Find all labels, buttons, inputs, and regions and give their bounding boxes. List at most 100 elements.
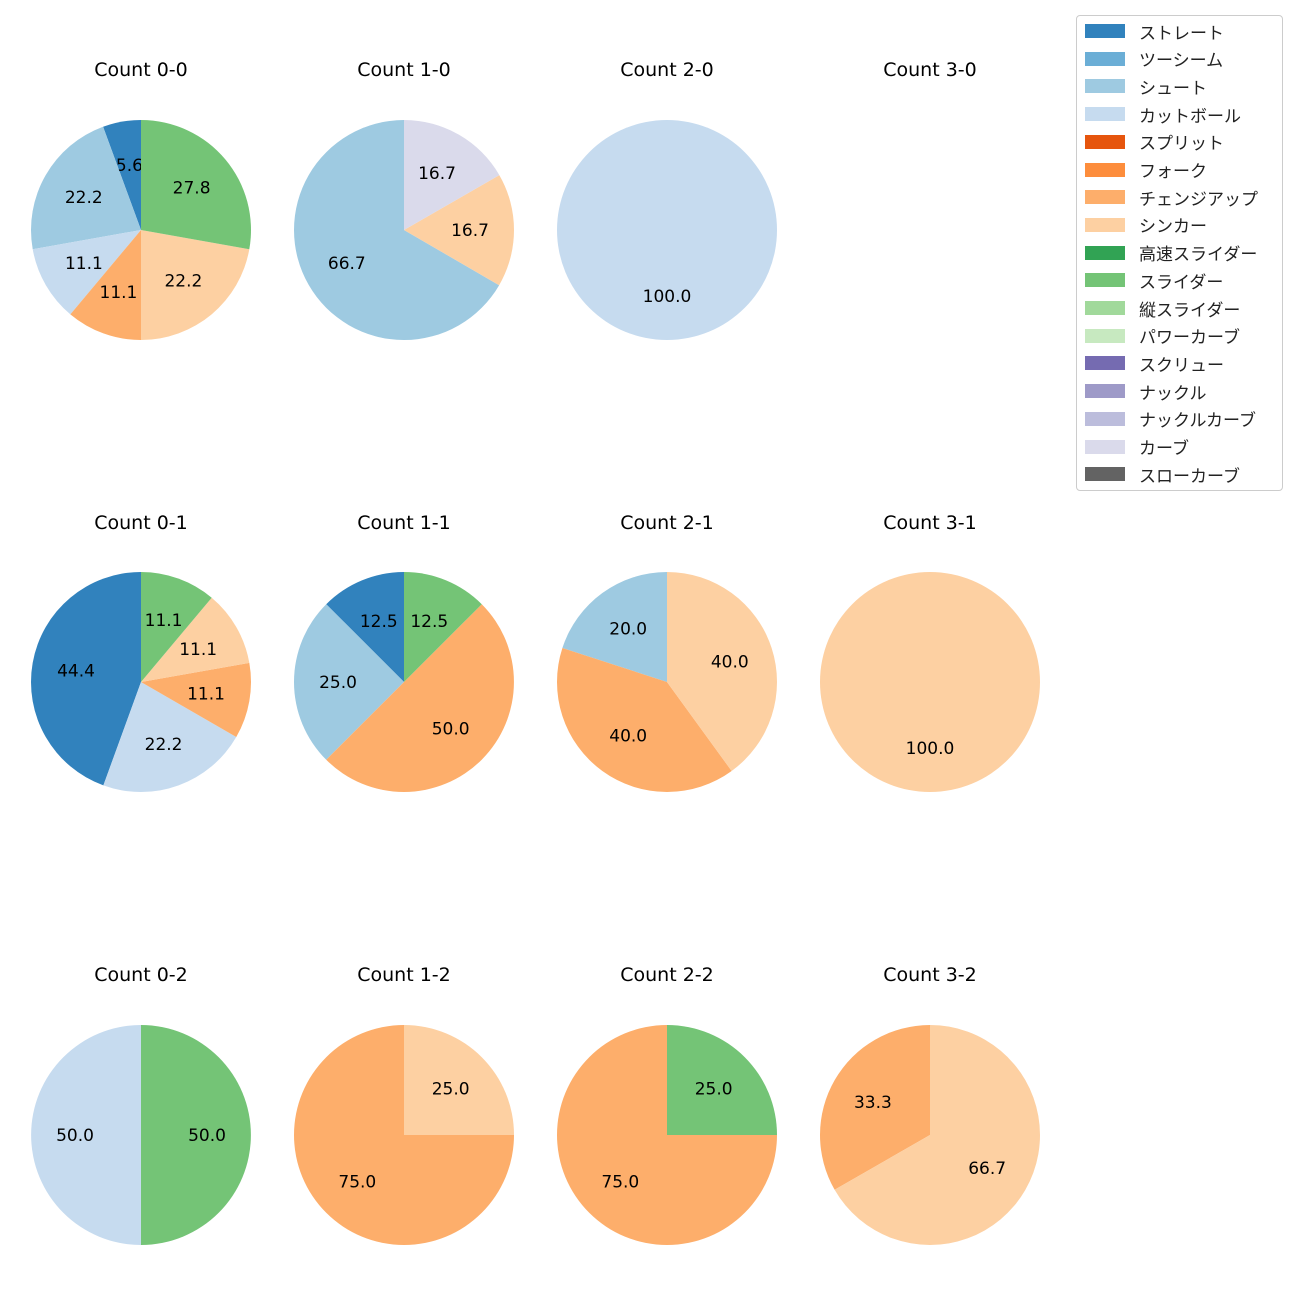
legend-item: カットボール: [1085, 104, 1241, 127]
legend-swatch: [1085, 384, 1125, 399]
legend-label: フォーク: [1139, 162, 1207, 182]
pie-slice: [30, 126, 142, 250]
pie-slice-label: 20.0: [609, 620, 647, 640]
legend-item: チェンジアップ: [1085, 187, 1258, 210]
legend-swatch: [1085, 217, 1125, 232]
pie-slice: [294, 604, 404, 760]
pie-chart: Count 1-1 12.5 25.0 50.0 12.5: [294, 512, 514, 792]
legend-swatch: [1085, 51, 1125, 66]
legend-item: ツーシーム: [1085, 49, 1223, 71]
pie-slice-label: 16.7: [418, 164, 456, 184]
pie-title: Count 0-2: [94, 964, 188, 986]
pie-slice-label: 40.0: [609, 726, 647, 746]
pie-slice-label: 66.7: [328, 254, 366, 274]
pie-slice: [141, 1025, 251, 1245]
pie-title: Count 1-1: [357, 512, 451, 534]
pie-title: Count 0-1: [94, 512, 188, 534]
pie-title: Count 2-1: [620, 512, 714, 534]
pie-slice-label: 75.0: [601, 1173, 639, 1193]
legend-item: ストレート: [1085, 21, 1224, 44]
legend-item: スクリュー: [1085, 353, 1224, 376]
pie-title: Count 2-2: [620, 964, 714, 986]
pie-slice-label: 22.2: [145, 735, 183, 755]
legend-item: パワーカーブ: [1085, 326, 1240, 349]
pie-chart: Count 3-0: [883, 59, 977, 81]
pie-slice: [70, 230, 141, 340]
pie-slice: [819, 1025, 930, 1190]
pie-chart: Count 1-0 66.7 16.7 16.7: [294, 59, 514, 340]
pie-slice-label: 12.5: [360, 612, 398, 632]
pie-slice-label: 25.0: [319, 673, 357, 693]
pie-chart: Count 3-2 33.3 66.7: [819, 964, 1040, 1245]
legend-swatch: [1085, 356, 1125, 371]
pie-chart: Count 2-2 75.0 25.0: [557, 964, 777, 1245]
pie-slice-label: 25.0: [695, 1079, 733, 1099]
legend-label: パワーカーブ: [1139, 328, 1240, 349]
legend-item: ナックルカーブ: [1085, 409, 1256, 432]
pie-title: Count 1-2: [357, 964, 451, 986]
legend-label: スクリュー: [1139, 355, 1224, 376]
legend-swatch: [1085, 328, 1125, 343]
pie-chart: Count 1-2 75.0 25.0: [294, 964, 514, 1245]
pie-slice-label: 11.1: [100, 283, 138, 303]
legend-swatch: [1085, 245, 1125, 260]
pie-slice-label: 50.0: [432, 720, 470, 740]
pie-slice-label: 50.0: [56, 1126, 94, 1146]
pie-title: Count 3-1: [883, 512, 977, 534]
legend-swatch: [1085, 24, 1125, 38]
legend-label: ストレート: [1139, 23, 1224, 44]
legend-item: シュート: [1085, 76, 1207, 99]
legend-item: スローカーブ: [1085, 464, 1240, 487]
pie-slice: [834, 1025, 1040, 1245]
pie-slice: [141, 597, 250, 682]
legend-label: シンカー: [1139, 217, 1207, 238]
legend-swatch: [1085, 134, 1125, 149]
pie-slice: [404, 572, 482, 682]
pie-slice: [557, 120, 777, 340]
pie-slice-label: 5.6: [116, 156, 143, 176]
pie-slice: [404, 120, 500, 230]
pie-slice-label: 11.1: [145, 611, 183, 631]
pie-slice: [141, 662, 251, 737]
pie-title: Count 1-0: [357, 59, 451, 81]
legend-label: カットボール: [1139, 106, 1241, 127]
legend-item: スライダー: [1085, 270, 1223, 293]
legend-label: スローカーブ: [1139, 466, 1240, 487]
pie-slice: [141, 230, 250, 340]
pie-slice-label: 75.0: [338, 1173, 376, 1193]
legend-item: 高速スライダー: [1085, 243, 1257, 265]
pie-slice-label: 12.5: [410, 612, 448, 632]
legend-item: スプリット: [1085, 132, 1224, 155]
legend-label: ナックルカーブ: [1139, 411, 1256, 432]
legend-item: ナックル: [1085, 381, 1207, 404]
pie-slice: [667, 1025, 777, 1135]
legend-swatch: [1085, 273, 1125, 288]
pie-slice: [141, 120, 252, 250]
pie-slice: [326, 572, 404, 682]
pie-slice-label: 11.1: [187, 684, 225, 704]
pie-slice: [326, 604, 514, 792]
legend-label: カーブ: [1139, 439, 1189, 459]
pie-slice: [557, 648, 732, 793]
legend-item: フォーク: [1085, 160, 1207, 182]
pie-slice: [404, 1025, 514, 1135]
pie-slice: [103, 120, 141, 230]
legend-swatch: [1085, 467, 1125, 482]
legend-label: ナックル: [1139, 383, 1207, 404]
pie-slice-label: 11.1: [179, 640, 217, 660]
pie-chart: Count 0-0 5.6 22.2 11.1 11.1 22.2 27.8: [30, 59, 252, 340]
legend-label: チェンジアップ: [1139, 189, 1258, 210]
pie-slice: [141, 572, 212, 682]
legend-swatch: [1085, 107, 1125, 122]
pie-slice-label: 22.2: [65, 188, 103, 208]
pie-slice: [32, 230, 141, 315]
legend-swatch: [1085, 190, 1125, 205]
legend-label: スプリット: [1139, 134, 1224, 155]
legend-swatch: [1085, 301, 1125, 315]
legend-swatch: [1085, 79, 1125, 94]
pie-chart: Count 0-1 44.4 22.2 11.1 11.1 11.1: [30, 512, 251, 792]
pie-slice-label: 50.0: [188, 1126, 226, 1146]
legend-item: シンカー: [1085, 215, 1207, 238]
legend-label: 縦スライダー: [1139, 300, 1241, 321]
